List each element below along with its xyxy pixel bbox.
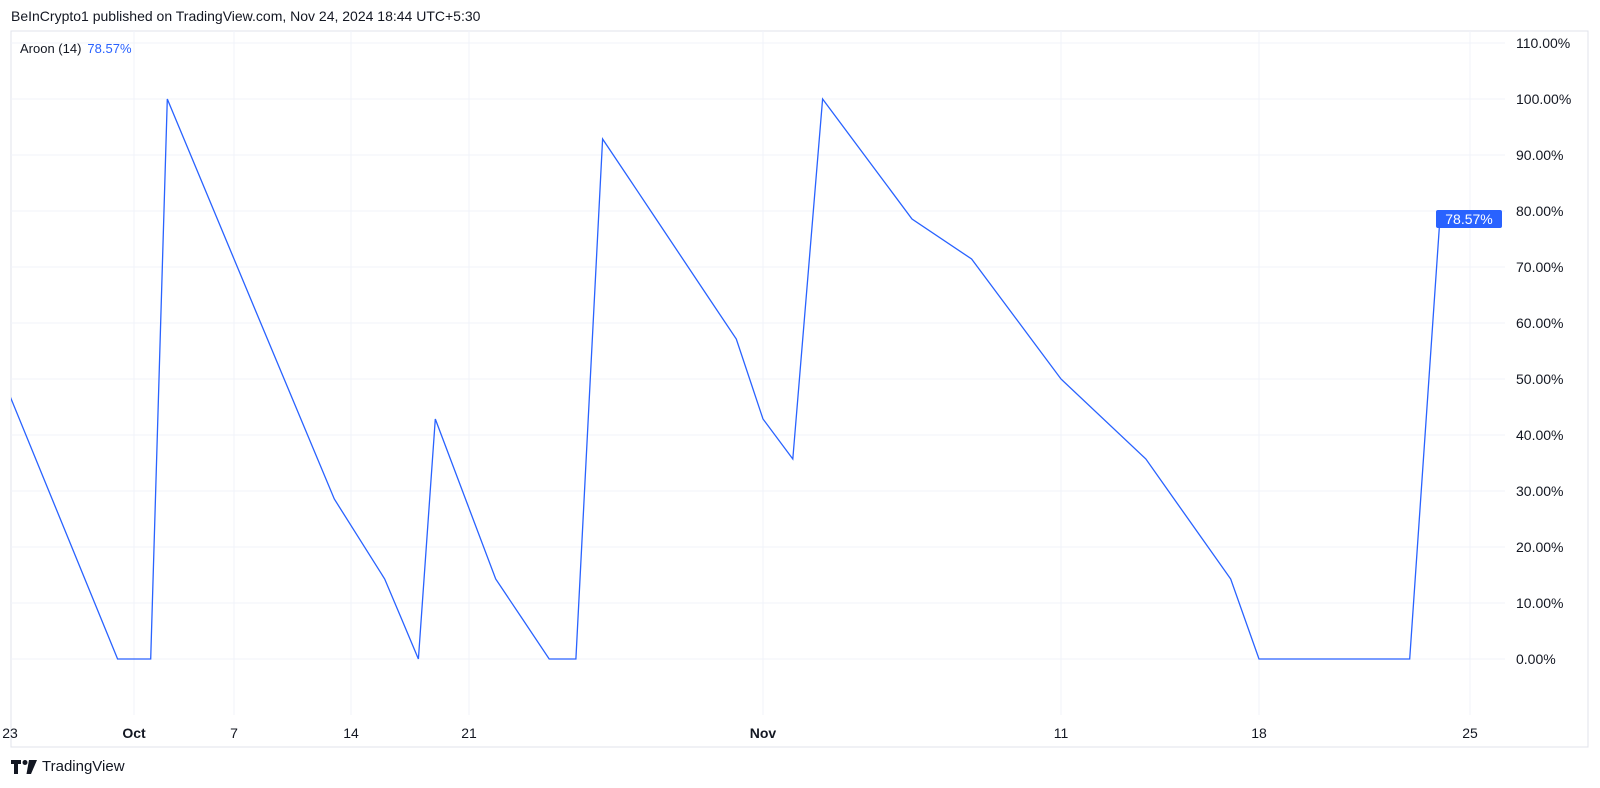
- x-tick-label: 25: [1462, 725, 1478, 741]
- brand-name: TradingView: [42, 758, 125, 775]
- y-tick-label: 90.00%: [1516, 147, 1563, 163]
- x-tick-label: 11: [1054, 725, 1069, 741]
- x-tick-label: 21: [461, 725, 477, 741]
- y-tick-label: 30.00%: [1516, 483, 1563, 499]
- x-tick-label: 23: [2, 725, 18, 741]
- y-tick-label: 50.00%: [1516, 371, 1563, 387]
- chart-frame: [10, 30, 1589, 748]
- tradingview-logo[interactable]: TradingView: [11, 758, 125, 775]
- y-tick-label: 110.00%: [1516, 35, 1570, 51]
- x-tick-label: 14: [343, 725, 359, 741]
- x-tick-label: 7: [230, 725, 238, 741]
- indicator-name: Aroon (14): [20, 41, 82, 56]
- tradingview-logo-icon: [11, 759, 37, 774]
- x-tick-label: Oct: [122, 725, 146, 741]
- y-tick-label: 10.00%: [1516, 595, 1563, 611]
- last-value-tag: [1436, 210, 1502, 229]
- indicator-legend[interactable]: Aroon (14) 78.57%: [20, 41, 132, 56]
- publish-info: BeInCrypto1 published on TradingView.com…: [11, 8, 481, 24]
- y-tick-label: 40.00%: [1516, 427, 1563, 443]
- aroon-line: [11, 97, 1441, 660]
- x-tick-label: Nov: [750, 725, 777, 741]
- y-tick-label: 70.00%: [1516, 259, 1563, 275]
- last-value-label: 78.57%: [1445, 211, 1492, 227]
- y-tick-label: 60.00%: [1516, 315, 1563, 331]
- y-tick-label: 20.00%: [1516, 539, 1563, 555]
- y-tick-label: 80.00%: [1516, 203, 1563, 219]
- y-tick-label: 100.00%: [1516, 91, 1571, 107]
- indicator-value: 78.57%: [87, 41, 132, 56]
- y-tick-label: 0.00%: [1516, 651, 1556, 667]
- x-tick-label: 18: [1251, 725, 1267, 741]
